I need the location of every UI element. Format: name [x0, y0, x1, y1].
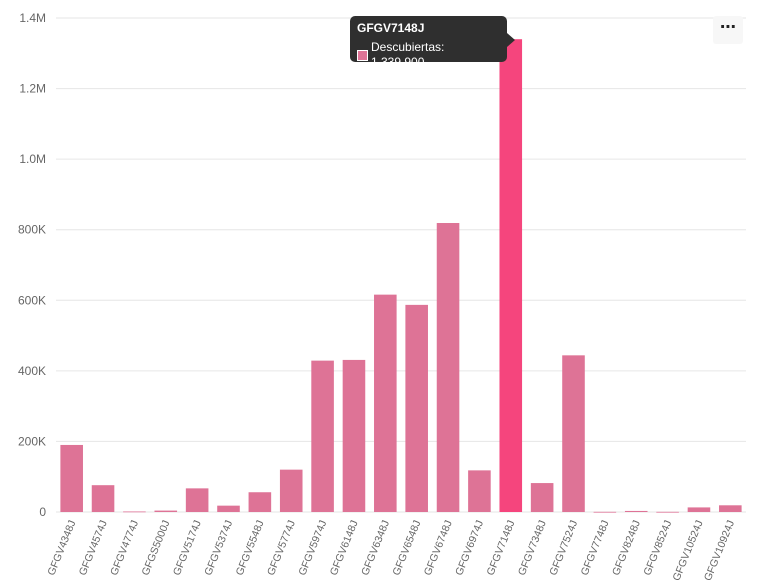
bar[interactable] [60, 444, 83, 512]
x-tick-label: GFGV5548J [234, 519, 267, 578]
x-tick-label: GFGV4574J [77, 519, 110, 578]
x-tick-label: GFGV5974J [296, 519, 329, 578]
bar[interactable] [656, 511, 679, 513]
bar[interactable] [154, 510, 178, 512]
y-tick-label: 0 [39, 505, 46, 519]
more-options-icon[interactable]: ⋯ [713, 16, 743, 44]
x-tick-label: GFGV4348J [45, 519, 78, 578]
x-tick-label: GFGV6348J [359, 519, 392, 578]
tooltip-series-label: Descubiertas: 1.339.900 [371, 40, 445, 69]
bar[interactable] [687, 507, 711, 512]
bar[interactable] [562, 355, 585, 512]
x-tick-label: GFGV7748J [579, 519, 612, 578]
y-tick-label: 400K [18, 364, 46, 378]
x-tick-label: GFGV10924J [702, 519, 737, 583]
bar[interactable] [374, 294, 397, 512]
x-tick-label: GFGV6548J [390, 519, 423, 578]
x-tick-label: GFGV10524J [671, 519, 706, 583]
bar[interactable] [499, 39, 523, 512]
bar[interactable] [530, 483, 554, 512]
y-tick-label: 800K [18, 223, 46, 237]
bar[interactable] [436, 223, 460, 512]
bar[interactable] [624, 510, 648, 512]
y-tick-label: 1.4M [19, 11, 46, 25]
x-tick-label: GFGV6148J [328, 519, 361, 578]
tooltip-series-row: Descubiertas: 1.339.900 [357, 40, 500, 70]
bar[interactable] [123, 511, 146, 513]
bar[interactable] [468, 470, 491, 512]
x-tick-label: GFGV8524J [641, 519, 674, 578]
x-tick-label: GFGV5374J [202, 519, 235, 578]
y-tick-label: 1.2M [19, 82, 46, 96]
bar[interactable] [248, 492, 272, 512]
y-tick-label: 600K [18, 293, 46, 307]
bar[interactable] [342, 359, 366, 512]
x-tick-label: GFGV7348J [516, 519, 549, 578]
x-tick-label: GFGS5000J [140, 519, 173, 578]
bar[interactable] [279, 469, 303, 512]
x-tick-label: GFGV6974J [453, 519, 486, 578]
chart-tooltip: GFGV7148J Descubiertas: 1.339.900 [350, 16, 515, 69]
x-tick-label: GFGV5174J [171, 519, 204, 578]
y-tick-label: 1.0M [19, 152, 46, 166]
bar[interactable] [217, 505, 240, 512]
x-tick-label: GFGV6748J [422, 519, 455, 578]
y-tick-label: 200K [18, 434, 46, 448]
x-tick-label: GFGV7524J [547, 519, 580, 578]
x-tick-label: GFGV7148J [485, 519, 518, 578]
tooltip-title: GFGV7148J [357, 21, 425, 35]
bar[interactable] [719, 505, 742, 512]
bar[interactable] [311, 360, 334, 512]
bar[interactable] [91, 485, 115, 512]
bar[interactable] [593, 511, 617, 513]
x-tick-label: GFGV8248J [610, 519, 643, 578]
bar[interactable] [405, 304, 428, 512]
bar[interactable] [185, 488, 209, 512]
tooltip-swatch-icon [357, 49, 368, 61]
x-tick-label: GFGV5774J [265, 519, 298, 578]
x-tick-label: GFGV4774J [108, 519, 141, 578]
